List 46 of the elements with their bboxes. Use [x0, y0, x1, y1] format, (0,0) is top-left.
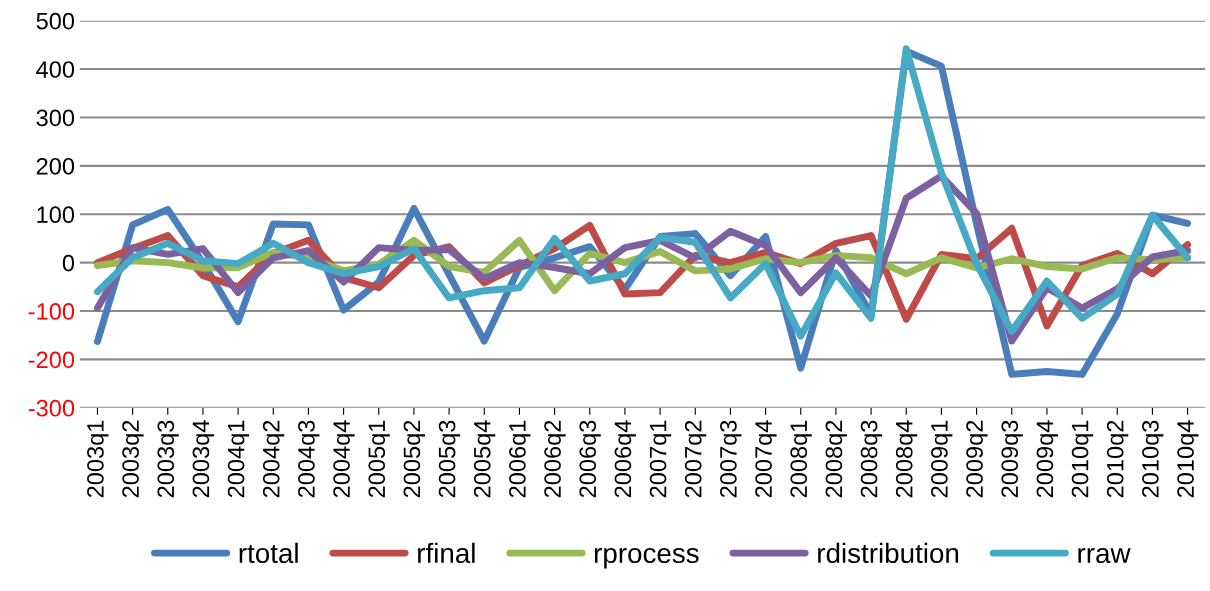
legend-label: rfinal: [418, 542, 475, 564]
x-tick-label: 2005q2: [403, 420, 425, 498]
x-tick-label: 2006q1: [509, 420, 531, 498]
x-tick-label: 2003q1: [87, 420, 109, 498]
x-tick-label: 2010q2: [1106, 420, 1129, 498]
legend-label: rdistribution: [818, 542, 959, 564]
y-tick-label: -300: [28, 399, 75, 417]
y-tick-label: 0: [62, 254, 75, 272]
x-tick-label: 2009q3: [1001, 420, 1023, 498]
x-tick-label: 2006q3: [579, 420, 601, 498]
y-tick-label: 100: [37, 206, 75, 224]
x-tick-label: 2003q3: [157, 420, 179, 498]
y-tick-label: 300: [36, 109, 75, 127]
legend-label: rtotal: [239, 542, 298, 564]
x-tick-label: 2009q4: [1036, 420, 1058, 498]
x-tick-label: 2009q2: [966, 420, 988, 498]
x-tick-label: 2007q2: [684, 420, 707, 498]
x-tick-label: 2004q2: [262, 420, 285, 498]
x-tick-label: 2010q3: [1142, 420, 1164, 498]
x-tick-label: 2005q1: [368, 420, 390, 498]
legend-label: rprocess: [594, 547, 699, 569]
x-tick-label: 2004q4: [333, 420, 355, 498]
y-tick-label: -200: [28, 351, 75, 369]
x-tick-label: 2004q1: [227, 420, 250, 498]
x-tick-label: 2005q4: [473, 420, 496, 498]
x-tick-label: 2008q1: [790, 420, 812, 498]
y-tick-label: 400: [36, 61, 75, 78]
x-tick-label: 2007q4: [755, 420, 777, 498]
x-tick-label: 2008q2: [825, 420, 847, 498]
x-tick-label: 2007q1: [649, 420, 672, 498]
x-tick-label: 2007q3: [720, 420, 742, 498]
y-tick-label: -100: [28, 303, 75, 320]
y-tick-label: 500: [36, 12, 75, 30]
x-tick-label: 2006q4: [614, 420, 636, 498]
x-tick-label: 2003q4: [192, 420, 214, 498]
x-tick-label: 2008q3: [860, 420, 883, 498]
y-tick-label: 200: [36, 157, 75, 175]
x-tick-label: 2005q3: [438, 420, 461, 498]
x-tick-label: 2008q4: [895, 420, 918, 498]
x-tick-label: 2004q3: [298, 420, 320, 498]
x-tick-label: 2003q2: [122, 420, 144, 498]
x-tick-label: 2009q1: [931, 420, 953, 498]
legend-label: rraw: [1078, 547, 1131, 564]
x-tick-label: 2010q4: [1177, 420, 1199, 498]
x-tick-label: 2010q1: [1071, 420, 1094, 498]
x-tick-label: 2006q2: [544, 420, 566, 498]
